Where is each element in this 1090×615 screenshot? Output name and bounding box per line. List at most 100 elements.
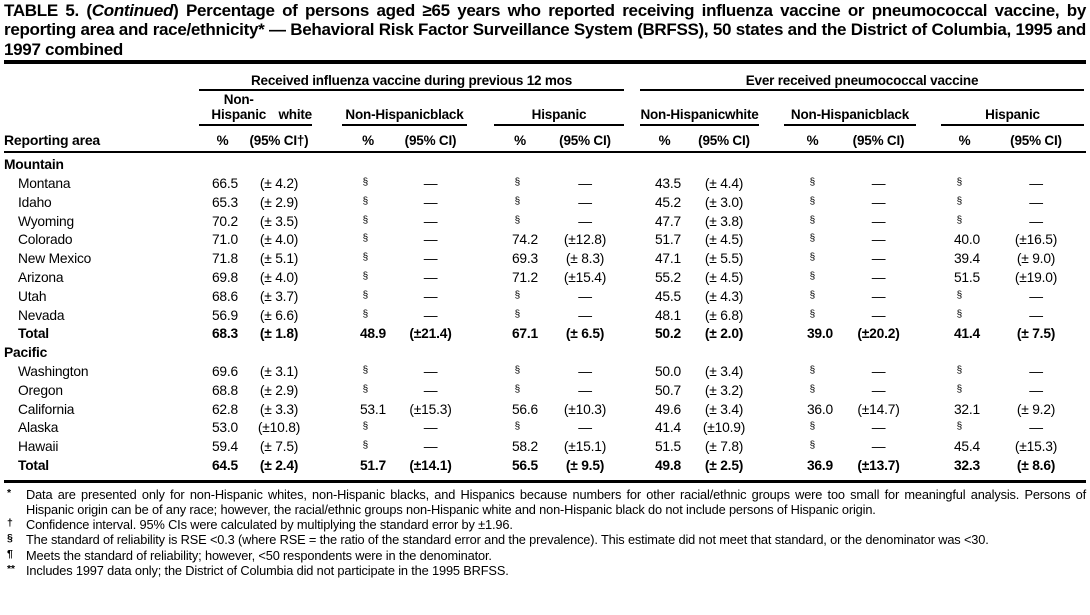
unreliable-estimate-marker: § [362,421,369,433]
cell-confidence-interval: — [1029,176,1043,192]
cell-percent: 65.3 [211,194,238,210]
cell-confidence-interval: (± 7.5) [1016,326,1056,342]
cell-confidence-interval: (± 4.5) [704,270,744,285]
cell-percent: § [342,307,394,326]
cell-confidence-interval: — [423,307,438,323]
race-subgroup-header: Non-Hispanic black [342,95,467,127]
cell-percent: 47.1 [654,251,681,267]
unreliable-estimate-marker: § [362,383,369,395]
unreliable-estimate-marker: § [809,195,816,207]
cell-confidence-interval: — [423,194,438,210]
cell-confidence-interval: — [578,363,592,379]
cell-percent: § [784,175,841,194]
document-page: TABLE 5. (Continued) Percentage of perso… [4,1,1086,578]
unreliable-estimate-marker: § [362,440,369,452]
cell-percent: § [941,307,988,326]
unreliable-estimate-marker: § [514,308,521,320]
cell-confidence-interval: — [423,439,438,455]
footnote-text: Includes 1997 data only; the District of… [26,562,509,578]
table-header: Received influenza vaccine during previo… [4,64,1086,154]
vaccine-group-header: Ever received pneumococcal vaccine [640,70,1084,92]
footnote-symbol: ¶ [7,547,13,560]
footnote-text: The standard of reliability is RSE <0.3 … [26,532,989,548]
unreliable-estimate-marker: § [514,195,521,207]
cell-confidence-interval: (±14.1) [409,457,452,473]
cell-confidence-interval: — [578,382,592,398]
cell-confidence-interval: (± 6.6) [259,307,299,323]
cell-confidence-interval: — [578,176,592,192]
race-subgroup-line: Non-Hispanic [211,92,267,123]
unreliable-estimate-marker: § [362,289,369,301]
cell-percent: § [494,194,546,213]
cell-percent: § [494,213,546,232]
cell-confidence-interval: — [423,382,438,398]
cell-percent: 55.2 [654,270,681,285]
cell-percent: 39.4 [953,251,980,267]
footnote: ** Includes 1997 data only; the District … [4,563,1086,578]
race-subgroup-line: Non-Hispanic [345,107,431,123]
cell-percent: 41.4 [953,326,980,342]
unreliable-estimate-marker: § [514,421,521,433]
percent-column-header: % [362,133,374,149]
cell-percent: § [342,382,394,401]
unreliable-estimate-marker: § [956,195,963,207]
row-area-label: Hawaii [18,439,59,455]
footnote: † Confidence interval. 95% CIs were calcu… [4,517,1086,532]
row-area-label: New Mexico [18,251,92,267]
cell-confidence-interval: — [871,288,886,304]
cell-percent: § [784,194,841,213]
cell-confidence-interval: (± 9.5) [565,457,605,473]
footnote-symbol: ** [7,562,15,575]
table-body: Mountain Montana 66.5 (± 4.2) § — § — 43.5 (± 4.4… [4,153,1086,483]
cell-percent: 71.0 [211,232,238,248]
cell-percent: § [941,363,988,382]
percent-column-header: % [958,133,971,149]
cell-percent: § [342,213,394,232]
cell-confidence-interval: (± 2.9) [259,194,299,210]
unreliable-estimate-marker: § [514,383,521,395]
cell-confidence-interval: — [423,251,438,267]
ci-column-header: (95% CI) [404,133,457,149]
cell-confidence-interval: — [871,232,886,248]
footnote: § The standard of reliability is RSE <0.3… [4,532,1086,547]
cell-confidence-interval: — [1029,194,1043,210]
row-area-label: California [18,401,75,417]
cell-percent: 53.0 [211,420,238,436]
cell-percent: § [941,175,988,194]
percent-column-header: % [806,133,819,149]
ci-column-header: (95% CI) [559,133,611,149]
cell-percent: 67.1 [511,326,538,342]
cell-percent: 45.2 [654,194,681,210]
race-subgroup-header: Hispanic [941,95,1084,127]
unreliable-estimate-marker: § [809,252,816,264]
unreliable-estimate-marker: § [809,289,816,301]
title-rule [4,60,1086,65]
cell-percent: 47.7 [654,213,681,229]
cell-percent: 51.5 [654,439,681,455]
cell-percent: 51.5 [953,270,980,285]
cell-percent: § [784,213,841,232]
table-title: TABLE 5. (Continued) Percentage of perso… [4,1,1086,59]
cell-confidence-interval: — [423,420,438,436]
cell-percent: 53.1 [359,401,386,417]
race-subgroup-line: black [430,107,464,123]
unreliable-estimate-marker: § [956,177,963,189]
cell-percent: § [494,363,546,382]
footnote-text: Data are presented only for non-Hispanic… [26,486,1086,517]
cell-confidence-interval: (± 2.0) [704,326,744,342]
cell-percent: 49.8 [654,457,681,473]
cell-confidence-interval: — [1029,213,1043,229]
unreliable-estimate-marker: § [956,364,963,376]
percent-column-header: % [216,133,229,149]
cell-confidence-interval: (± 8.3) [565,251,605,267]
cell-percent: 49.6 [654,401,681,417]
cell-percent: 50.7 [654,382,681,398]
unreliable-estimate-marker: § [362,195,369,207]
cell-confidence-interval: — [871,194,886,210]
cell-confidence-interval: (± 4.5) [704,232,744,248]
ci-column-header: (95% CI) [852,133,905,149]
cell-confidence-interval: (± 4.4) [704,176,744,192]
unreliable-estimate-marker: § [362,214,369,226]
cell-confidence-interval: — [423,213,438,229]
cell-percent: 51.7 [654,232,681,248]
